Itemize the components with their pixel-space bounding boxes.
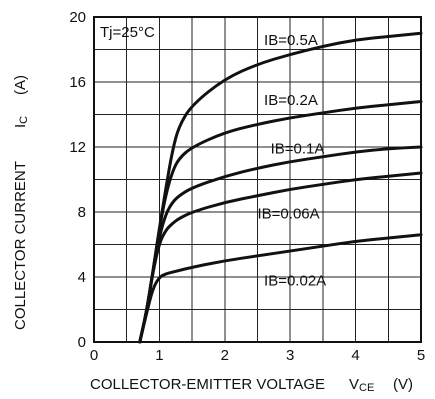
plot-frame: [93, 16, 422, 343]
label-layer: IB=0.5A IB=0.2A IB=0.1A IB=0.06A IB=0.02A: [258, 32, 327, 290]
x-axis-label: COLLECTOR-EMITTER VOLTAGE VCE (V): [90, 376, 413, 394]
y-axis-label: COLLECTOR CURRENT IC (A): [12, 75, 30, 330]
y-tick-label: 20: [69, 9, 86, 26]
x-axis-symbol: VCE: [349, 376, 374, 394]
y-tick-label: 4: [78, 269, 86, 286]
inline-label-ib-0-1a: IB=0.1A: [271, 141, 325, 158]
x-tick-label: 5: [417, 347, 425, 364]
y-tick-label: 12: [69, 139, 86, 156]
x-tick-label: 0: [90, 347, 98, 364]
series-line-ib-0-02a: [138, 233, 423, 344]
curve-layer: [138, 31, 423, 344]
x-axis-title: COLLECTOR-EMITTER VOLTAGE: [90, 376, 325, 393]
x-axis-unit: (V): [393, 376, 413, 393]
condition-label: Tj=25°C: [100, 24, 155, 41]
x-tick-label: 2: [221, 347, 229, 364]
y-axis-unit: (A): [12, 75, 29, 95]
inline-label-ib-0-02a: IB=0.02A: [264, 272, 326, 289]
x-tick-label: 3: [286, 347, 294, 364]
y-axis-symbol: IC: [12, 116, 30, 128]
series-line-ib-0-06a: [138, 171, 423, 344]
y-tick-label: 0: [78, 334, 86, 351]
y-axis-title: COLLECTOR CURRENT: [12, 161, 29, 330]
inline-label-ib-0-5a: IB=0.5A: [264, 32, 318, 49]
y-tick-label: 8: [78, 204, 86, 221]
inline-label-ib-0-2a: IB=0.2A: [264, 92, 318, 109]
y-tick-label: 16: [69, 74, 86, 91]
x-tick-label: 1: [155, 347, 163, 364]
series-line-ib-0-5a: [138, 31, 423, 344]
x-tick-label: 4: [351, 347, 359, 364]
inline-label-ib-0-06a: IB=0.06A: [258, 206, 320, 223]
